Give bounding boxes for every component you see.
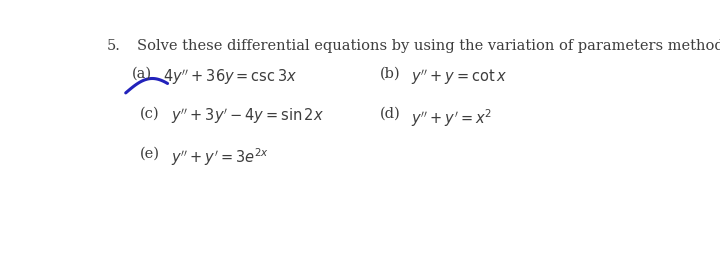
Text: (e): (e)	[140, 147, 161, 161]
Text: Solve these differential equations by using the variation of parameters method.: Solve these differential equations by us…	[138, 39, 720, 53]
Text: $y''+y'=3e^{2x}$: $y''+y'=3e^{2x}$	[171, 147, 269, 168]
Text: (d): (d)	[380, 107, 401, 121]
Text: (c): (c)	[140, 107, 160, 121]
Text: $y''+3y'-4y=\sin 2x$: $y''+3y'-4y=\sin 2x$	[171, 107, 324, 126]
Text: (b): (b)	[380, 67, 401, 81]
Text: $y''+y'=x^2$: $y''+y'=x^2$	[411, 107, 492, 128]
Text: $y''+y=\cot x$: $y''+y=\cot x$	[411, 67, 507, 87]
Text: 5.: 5.	[107, 39, 121, 53]
Text: $4y''+36y=\csc 3x$: $4y''+36y=\csc 3x$	[163, 67, 297, 87]
Text: (a): (a)	[132, 67, 152, 81]
